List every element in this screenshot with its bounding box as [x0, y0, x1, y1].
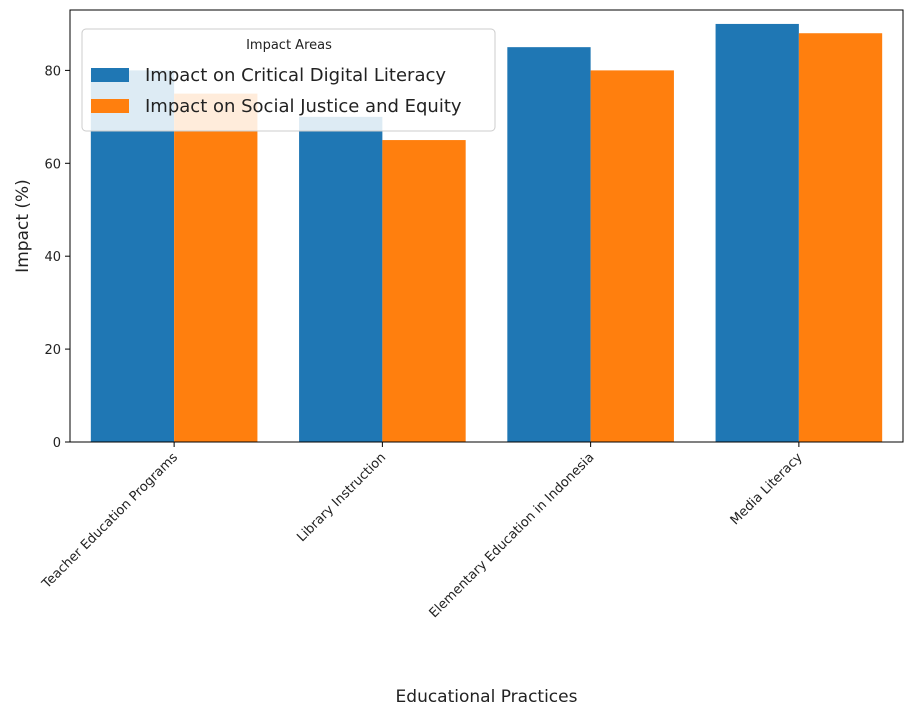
y-axis-ticks: 0 20 40 60 80: [44, 64, 70, 451]
legend-title: Impact Areas: [246, 38, 332, 53]
x-tick-label-2: Elementary Education in Indonesia: [427, 450, 598, 621]
x-axis-ticks: Teacher Education Programs Library Instru…: [39, 442, 806, 621]
legend: Impact Areas Impact on Critical Digital …: [81, 28, 496, 132]
legend-label-1: Impact on Critical Digital Literacy: [145, 65, 446, 86]
legend-swatch-2: [91, 99, 129, 113]
bar-2-4: [798, 33, 883, 443]
legend-box: [81, 28, 496, 132]
y-tick-label-3: 60: [44, 157, 61, 172]
x-tick-label-3: Media Literacy: [728, 450, 806, 528]
x-tick-label-1: Library Instruction: [294, 450, 389, 545]
bar-1-3: [507, 47, 591, 443]
bar-1-2: [299, 116, 383, 442]
x-axis-label: Educational Practices: [396, 687, 578, 707]
bar-2-1: [174, 93, 258, 442]
y-tick-label-0: 0: [53, 436, 61, 451]
y-tick-label-2: 40: [44, 250, 61, 265]
legend-label-2: Impact on Social Justice and Equity: [145, 96, 462, 117]
y-axis-label: Impact (%): [13, 179, 33, 273]
legend-swatch-1: [91, 68, 129, 82]
plot-frame: [69, 9, 904, 443]
legend-items: Impact on Critical Digital Literacy Impac…: [91, 65, 462, 117]
bar-1-4: [715, 23, 799, 442]
bar-2-2: [382, 140, 466, 442]
y-tick-label-4: 80: [44, 64, 61, 79]
y-tick-label-1: 20: [44, 343, 61, 358]
x-tick-label-0: Teacher Education Programs: [39, 450, 181, 592]
bars-group: [90, 23, 883, 443]
bar-1-1: [90, 70, 175, 443]
bar-2-3: [590, 70, 674, 443]
